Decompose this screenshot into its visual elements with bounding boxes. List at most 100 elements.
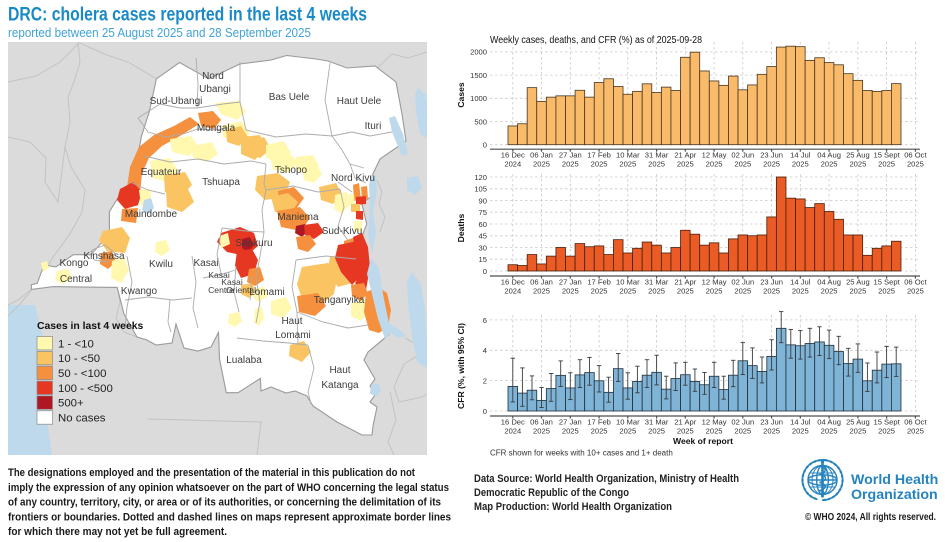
svg-text:2025: 2025 [562, 287, 579, 296]
svg-text:Week of report: Week of report [673, 436, 733, 446]
svg-text:Sud-Kivu: Sud-Kivu [322, 226, 363, 237]
svg-text:25 Aug: 25 Aug [846, 151, 870, 160]
svg-text:Haut: Haut [281, 316, 302, 327]
svg-text:105: 105 [474, 185, 487, 194]
svg-text:1000: 1000 [470, 94, 487, 103]
svg-text:Kasai: Kasai [208, 270, 230, 280]
svg-text:2025: 2025 [591, 287, 608, 296]
svg-text:Tanganyika: Tanganyika [314, 295, 365, 306]
svg-text:Ubangi: Ubangi [199, 84, 231, 95]
svg-text:Weekly cases, deaths, and CFR: Weekly cases, deaths, and CFR (%) as of … [490, 35, 702, 46]
svg-text:Lomami: Lomami [275, 330, 311, 341]
svg-text:21 Apr: 21 Apr [674, 151, 696, 160]
svg-text:4: 4 [483, 346, 487, 355]
svg-text:45: 45 [479, 232, 487, 241]
svg-text:12 May: 12 May [702, 418, 727, 427]
svg-text:2025: 2025 [907, 160, 924, 169]
svg-text:Sankuru: Sankuru [235, 238, 272, 249]
svg-text:06 Oct: 06 Oct [904, 278, 927, 287]
svg-text:60: 60 [479, 220, 487, 229]
svg-text:75: 75 [479, 208, 487, 217]
svg-text:04 Aug: 04 Aug [817, 418, 841, 427]
svg-text:02 Jun: 02 Jun [731, 418, 754, 427]
svg-text:23 Jun: 23 Jun [760, 278, 783, 287]
svg-text:Nord: Nord [202, 71, 224, 82]
svg-text:2025: 2025 [734, 427, 751, 436]
svg-text:17 Feb: 17 Feb [587, 278, 611, 287]
svg-text:27 Jan: 27 Jan [559, 418, 582, 427]
svg-text:2025: 2025 [706, 160, 723, 169]
svg-text:2025: 2025 [821, 427, 838, 436]
svg-text:Kinshasa: Kinshasa [83, 251, 125, 262]
svg-text:15 Sept: 15 Sept [874, 278, 901, 287]
svg-text:2025: 2025 [619, 287, 636, 296]
svg-text:2025: 2025 [907, 287, 924, 296]
svg-text:02 Jun: 02 Jun [731, 151, 754, 160]
svg-text:2025: 2025 [677, 160, 694, 169]
svg-text:2025: 2025 [591, 160, 608, 169]
svg-text:10 Mar: 10 Mar [616, 151, 640, 160]
svg-text:2025: 2025 [849, 427, 866, 436]
svg-text:31 Mar: 31 Mar [645, 418, 669, 427]
svg-text:14 Jul: 14 Jul [790, 278, 811, 287]
svg-text:Katanga: Katanga [321, 380, 359, 391]
svg-text:Kongo: Kongo [60, 258, 89, 269]
svg-text:15 Sept: 15 Sept [874, 151, 901, 160]
svg-text:Ituri: Ituri [365, 121, 382, 132]
svg-text:Map Production: World Health O: Map Production: World Health Organizatio… [474, 501, 672, 513]
svg-text:Oriental: Oriental [226, 285, 256, 295]
svg-text:Haut Uele: Haut Uele [337, 96, 382, 107]
svg-text:Kasai: Kasai [221, 277, 243, 287]
svg-text:100 - <500: 100 - <500 [58, 383, 113, 395]
svg-text:2025: 2025 [792, 160, 809, 169]
svg-text:2025: 2025 [648, 427, 665, 436]
svg-text:27 Jan: 27 Jan [559, 278, 582, 287]
svg-text:Lomami: Lomami [249, 287, 285, 298]
svg-text:10 - <50: 10 - <50 [58, 353, 100, 365]
svg-text:2025: 2025 [533, 160, 550, 169]
svg-text:CFR shown for weeks with 10+ c: CFR shown for weeks with 10+ cases and 1… [490, 449, 673, 458]
svg-text:2025: 2025 [648, 160, 665, 169]
svg-text:Cases: Cases [456, 82, 466, 108]
svg-text:17 Feb: 17 Feb [587, 151, 611, 160]
svg-text:The designations employed and: The designations employed and the presen… [8, 467, 415, 479]
svg-text:Maniema: Maniema [277, 212, 319, 223]
svg-text:10 Mar: 10 Mar [616, 278, 640, 287]
svg-text:14 Jul: 14 Jul [790, 151, 811, 160]
svg-text:2025: 2025 [734, 160, 751, 169]
svg-text:04 Aug: 04 Aug [817, 151, 841, 160]
svg-text:06 Oct: 06 Oct [904, 151, 927, 160]
svg-text:23 Jun: 23 Jun [760, 151, 783, 160]
svg-text:6: 6 [483, 316, 487, 325]
svg-text:of any country, territory, cit: of any country, territory, city, or area… [8, 497, 441, 509]
svg-text:Kasai: Kasai [193, 258, 218, 269]
svg-text:Democratic Republic of the Con: Democratic Republic of the Congo [474, 487, 629, 499]
svg-text:2025: 2025 [792, 427, 809, 436]
svg-text:31 Mar: 31 Mar [645, 278, 669, 287]
svg-text:2025: 2025 [706, 287, 723, 296]
svg-text:02 Jun: 02 Jun [731, 278, 754, 287]
svg-text:06 Jan: 06 Jan [530, 278, 553, 287]
svg-text:2025: 2025 [792, 287, 809, 296]
svg-text:2025: 2025 [619, 160, 636, 169]
svg-text:2025: 2025 [562, 160, 579, 169]
svg-text:16 Dec: 16 Dec [501, 151, 525, 160]
svg-text:25 Aug: 25 Aug [846, 278, 870, 287]
svg-text:2025: 2025 [648, 287, 665, 296]
svg-text:31 Mar: 31 Mar [645, 151, 669, 160]
svg-text:Kwango: Kwango [121, 286, 158, 297]
svg-text:DRC: cholera cases reported in: DRC: cholera cases reported in the last … [8, 5, 367, 26]
svg-text:2024: 2024 [504, 160, 521, 169]
svg-text:2025: 2025 [763, 427, 780, 436]
svg-text:14 Jul: 14 Jul [790, 418, 811, 427]
svg-text:30: 30 [479, 243, 487, 252]
svg-text:Nord Kivu: Nord Kivu [331, 173, 375, 184]
svg-text:1 - <10: 1 - <10 [58, 338, 94, 350]
svg-text:21 Apr: 21 Apr [674, 418, 696, 427]
svg-text:10 Mar: 10 Mar [616, 418, 640, 427]
svg-text:16 Dec: 16 Dec [501, 278, 525, 287]
svg-text:Equateur: Equateur [141, 167, 182, 178]
svg-text:Mongala: Mongala [197, 123, 236, 134]
svg-text:Kwilu: Kwilu [149, 259, 173, 270]
svg-text:2025: 2025 [878, 427, 895, 436]
